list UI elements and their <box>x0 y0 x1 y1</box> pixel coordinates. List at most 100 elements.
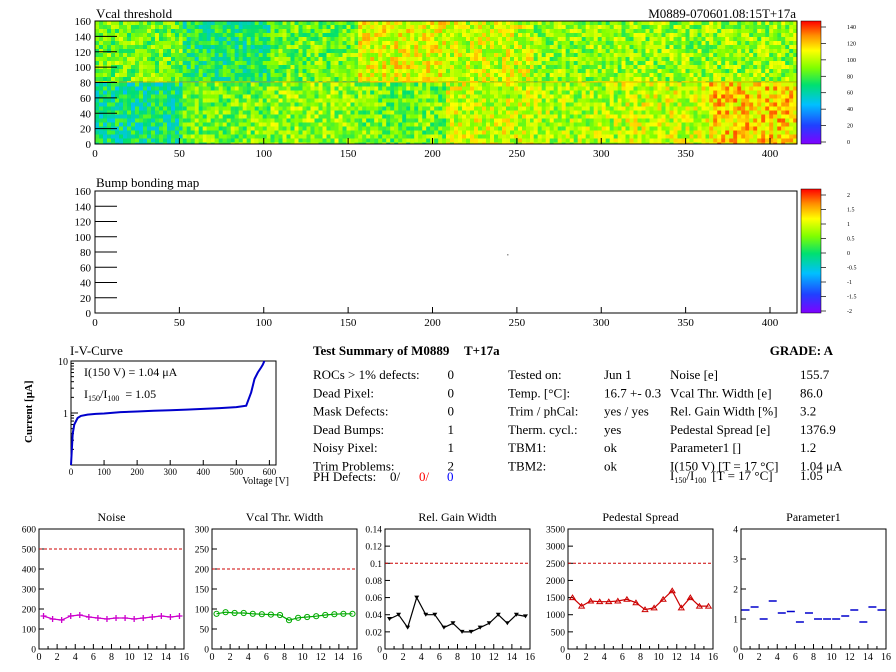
vcal-pixel-cell <box>314 49 319 53</box>
vcal-pixel-cell <box>609 57 614 61</box>
vcal-pixel-cell <box>386 49 391 53</box>
vcal-pixel-cell <box>709 25 714 29</box>
vcal-pixel-cell <box>537 98 542 103</box>
vcal-pixel-cell <box>318 41 323 45</box>
vcal-pixel-cell <box>266 61 271 65</box>
vcal-pixel-cell <box>533 57 538 61</box>
vcal-pixel-cell <box>438 86 443 91</box>
vcal-pixel-cell <box>414 134 419 139</box>
vcal-pixel-cell <box>270 25 275 29</box>
vcal-pixel-cell <box>194 49 199 53</box>
vcal-pixel-cell <box>406 49 411 53</box>
vcal-pixel-cell <box>282 86 287 91</box>
vcal-pixel-cell <box>785 69 790 73</box>
vcal-pixel-cell <box>470 114 474 119</box>
vcal-pixel-cell <box>494 114 498 119</box>
vcal-pixel-cell <box>494 37 498 41</box>
vcal-pixel-cell <box>107 114 111 119</box>
vcal-pixel-cell <box>713 57 718 61</box>
vcal-pixel-cell <box>510 106 514 111</box>
vcal-pixel-cell <box>649 37 654 41</box>
vcal-pixel-cell <box>506 90 510 95</box>
vcal-pixel-cell <box>306 73 311 77</box>
vcal-pixel-cell <box>426 110 431 115</box>
vcal-pixel-cell <box>362 114 367 119</box>
vcal-pixel-cell <box>585 90 590 95</box>
vcal-pixel-cell <box>729 73 734 77</box>
vcal-pixel-cell <box>406 142 411 144</box>
vcal-pixel-cell <box>398 142 403 144</box>
vcal-pixel-cell <box>214 126 219 131</box>
vcal-pixel-cell <box>366 37 371 41</box>
vcal-pixel-cell <box>522 77 526 81</box>
vcal-pixel-cell <box>697 57 702 61</box>
vcal-pixel-cell <box>250 33 255 37</box>
vcal-pixel-cell <box>234 106 239 111</box>
vcal-pixel-cell <box>362 21 367 25</box>
vcal-pixel-cell <box>689 29 694 33</box>
vcal-pixel-cell <box>334 142 339 144</box>
vcal-pixel-cell <box>278 45 283 49</box>
vcal-pixel-cell <box>270 37 275 41</box>
vcal-pixel-cell <box>378 57 383 61</box>
vcal-pixel-cell <box>198 122 203 127</box>
vcal-pixel-cell <box>613 82 618 87</box>
vcal-pixel-cell <box>705 33 710 37</box>
vcal-pixel-cell <box>290 138 295 143</box>
vcal-pixel-cell <box>318 118 323 123</box>
vcal-pixel-cell <box>737 53 742 57</box>
vcal-pixel-cell <box>322 98 327 103</box>
vcal-pixel-cell <box>206 29 211 33</box>
vcal-pixel-cell <box>537 53 542 57</box>
vcal-pixel-cell <box>186 90 191 95</box>
vcal-pixel-cell <box>757 73 762 77</box>
vcal-pixel-cell <box>282 41 287 45</box>
vcal-pixel-cell <box>653 29 658 33</box>
vcal-pixel-cell <box>502 138 506 143</box>
vcal-pixel-cell <box>442 138 446 143</box>
vcal-pixel-cell <box>490 41 494 45</box>
vcal-map-title: Vcal threshold <box>96 6 173 21</box>
vcal-pixel-cell <box>175 49 179 53</box>
vcal-pixel-cell <box>462 73 466 77</box>
vcal-pixel-cell <box>222 98 227 103</box>
vcal-pixel-cell <box>506 86 510 91</box>
vcal-pixel-cell <box>330 73 335 77</box>
vcal-pixel-cell <box>318 77 323 81</box>
vcal-pixel-cell <box>326 118 331 123</box>
vcal-pixel-cell <box>577 45 582 49</box>
vcal-pixel-cell <box>103 45 107 49</box>
vcal-pixel-cell <box>139 106 143 111</box>
vcal-pixel-cell <box>230 98 235 103</box>
vcal-pixel-cell <box>402 90 407 95</box>
vcal-pixel-cell <box>155 90 159 95</box>
vcal-pixel-cell <box>733 21 738 25</box>
vcal-pixel-cell <box>557 29 562 33</box>
vcal-pixel-cell <box>609 110 614 115</box>
vcal-pixel-cell <box>234 29 239 33</box>
vcal-pixel-cell <box>557 65 562 69</box>
vcal-pixel-cell <box>565 29 570 33</box>
vcal-pixel-cell <box>182 82 187 87</box>
vcal-pixel-cell <box>585 142 590 144</box>
vcal-pixel-cell <box>346 77 351 81</box>
vcal-pixel-cell <box>545 86 550 91</box>
vcal-pixel-cell <box>310 138 315 143</box>
vcal-pixel-cell <box>557 134 562 139</box>
vcal-pixel-cell <box>749 49 754 53</box>
vcal-pixel-cell <box>242 73 247 77</box>
vcal-pixel-cell <box>450 57 454 61</box>
vcal-pixel-cell <box>127 138 131 143</box>
vcal-pixel-cell <box>103 73 107 77</box>
vcal-pixel-cell <box>370 45 375 49</box>
vcal-pixel-cell <box>526 33 530 37</box>
vcal-pixel-cell <box>661 77 666 81</box>
vcal-pixel-cell <box>179 114 183 119</box>
vcal-pixel-cell <box>430 21 435 25</box>
vcal-pixel-cell <box>250 126 255 131</box>
vcal-pixel-cell <box>242 41 247 45</box>
vcal-pixel-cell <box>314 53 319 57</box>
vcal-pixel-cell <box>450 33 454 37</box>
vcal-pixel-cell <box>171 114 175 119</box>
vcal-pixel-cell <box>167 142 171 144</box>
